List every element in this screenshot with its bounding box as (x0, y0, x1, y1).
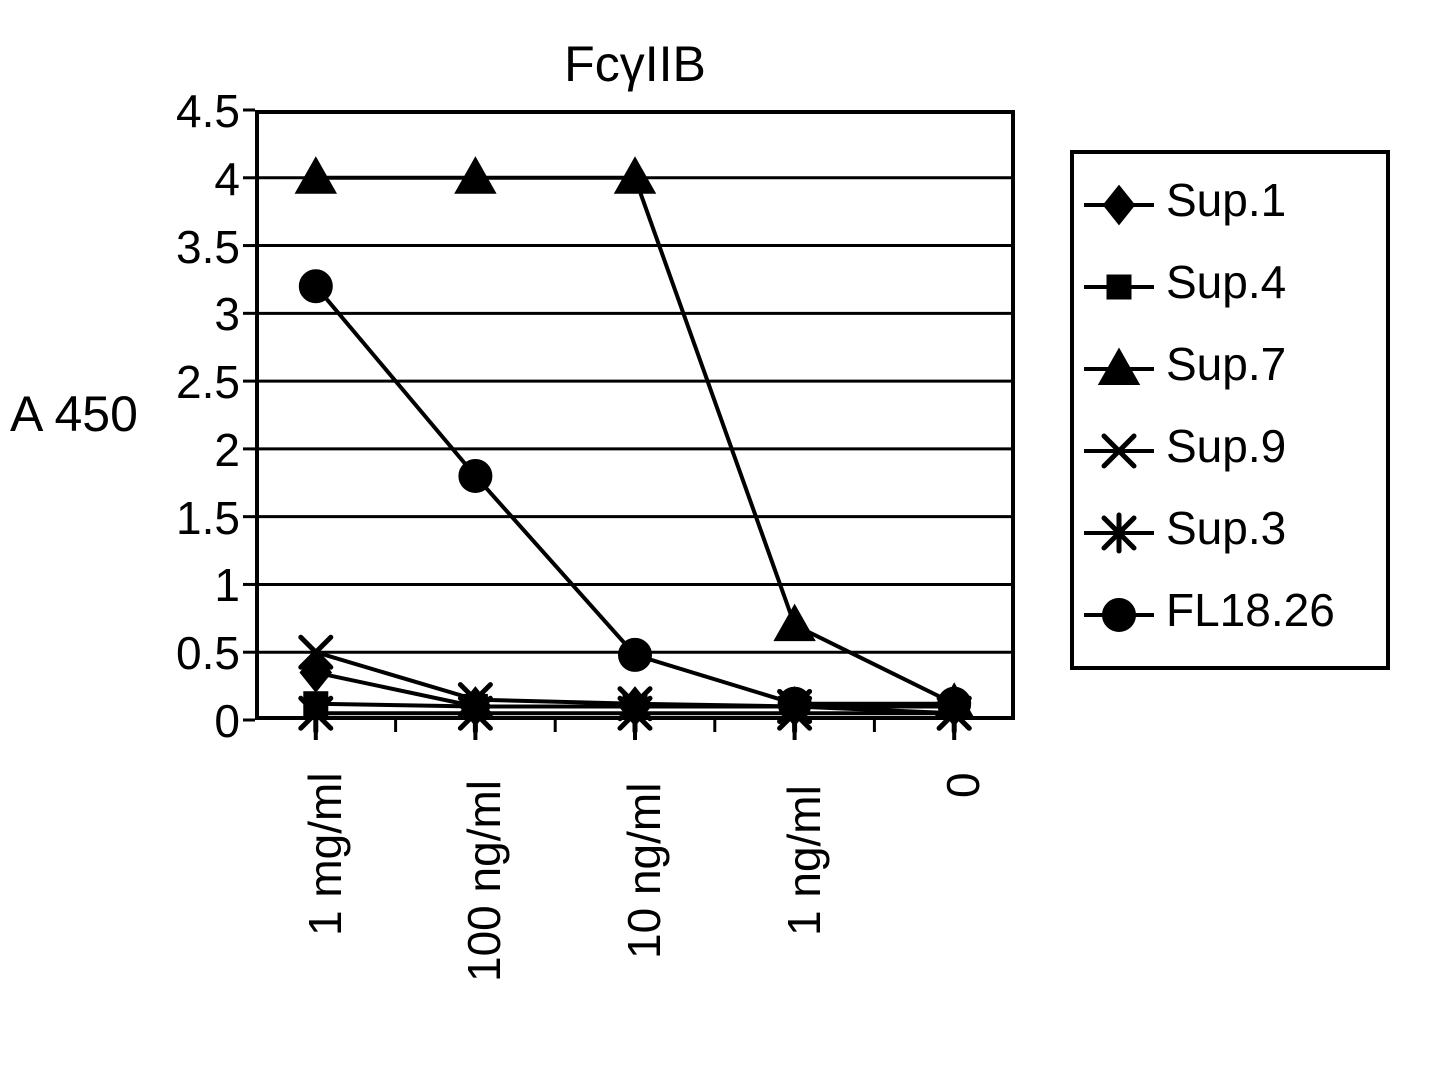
legend-label: Sup.4 (1166, 255, 1286, 309)
chart-stage: FcγIIBA 45000.511.522.533.544.51 mg/ml10… (0, 0, 1445, 1078)
legend-label: Sup.9 (1166, 419, 1286, 473)
legend-label: Sup.1 (1166, 173, 1286, 227)
legend-label: Sup.3 (1166, 501, 1286, 555)
legend-label: FL18.26 (1166, 583, 1335, 637)
legend-label: Sup.7 (1166, 337, 1286, 391)
